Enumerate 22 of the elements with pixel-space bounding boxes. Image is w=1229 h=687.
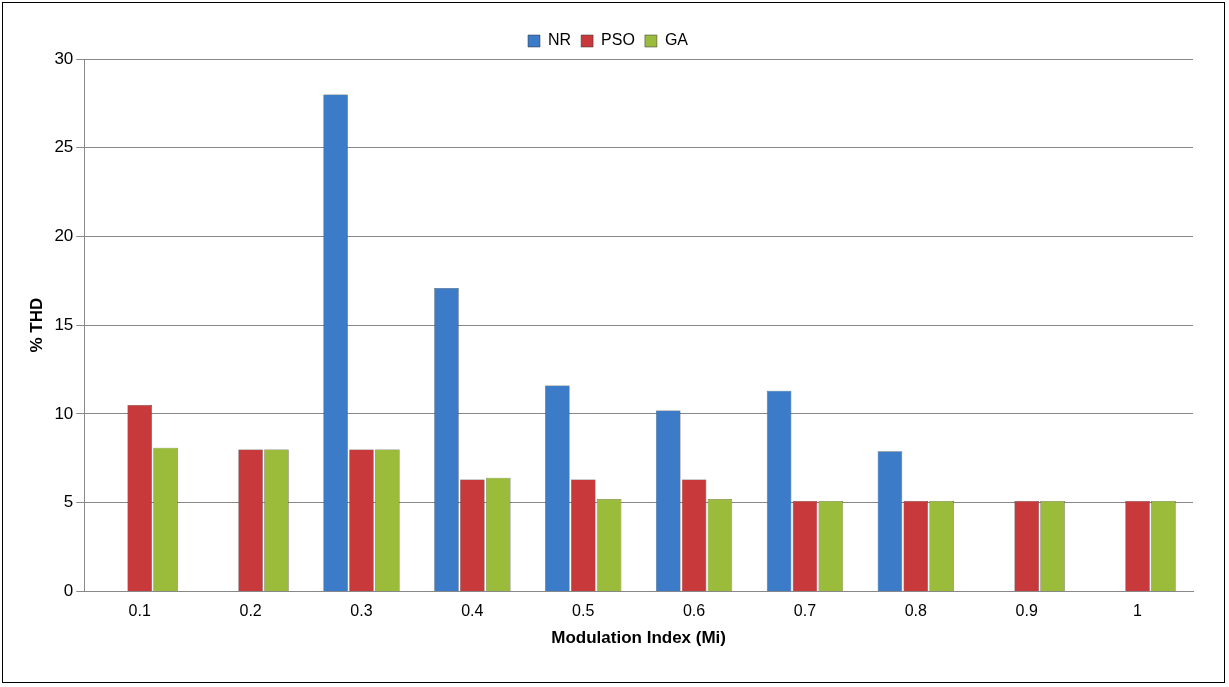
y-tick-label: 15 (54, 314, 74, 334)
legend-label: NR (547, 31, 572, 49)
x-tick-label: 0.3 (350, 602, 373, 620)
y-tick-label: 20 (54, 226, 74, 246)
x-tick-label: 0.7 (793, 602, 817, 620)
legend-label: GA (664, 31, 689, 49)
x-axis-title: Modulation Index (Mi) (551, 628, 727, 648)
y-tick-label: 25 (54, 137, 74, 157)
x-tick-label: 0.4 (461, 602, 484, 620)
y-tick-label: 30 (54, 48, 74, 68)
y-tick-label: 10 (54, 403, 74, 423)
x-tick-label: 0.9 (1015, 602, 1038, 620)
x-tick-label: 1 (1133, 602, 1143, 620)
y-tick-label: 5 (63, 492, 74, 512)
x-tick-label: 0.2 (239, 602, 262, 620)
x-tick-label: 0.5 (572, 602, 595, 620)
y-tick-label: 0 (63, 581, 74, 601)
y-axis-title: % THD (26, 297, 46, 353)
x-tick-label: 0.1 (128, 602, 151, 620)
legend-label: PSO (601, 31, 635, 49)
x-tick-label: 0.6 (682, 602, 706, 620)
x-tick-label: 0.8 (904, 602, 928, 620)
